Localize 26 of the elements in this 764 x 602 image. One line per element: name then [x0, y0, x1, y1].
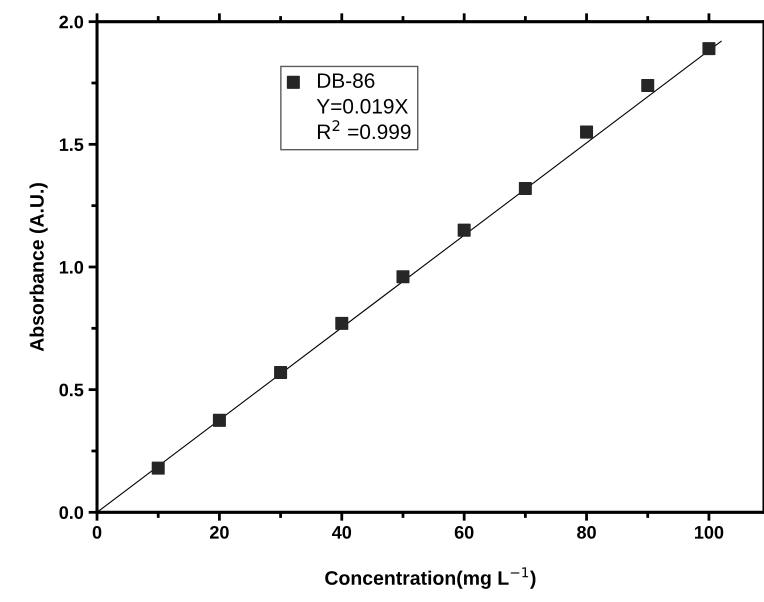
point	[396, 270, 410, 284]
x-tick-label: 0	[92, 526, 102, 539]
legend-label: DB-86	[318, 73, 374, 88]
point	[458, 224, 471, 237]
x-tick-label: 20	[210, 526, 229, 539]
x-axis-title: Concentration(mg L$^{−1}$)	[325, 567, 536, 589]
point	[152, 462, 165, 475]
y-tick-label: 1.0	[60, 260, 84, 274]
x-tick-label: 100	[695, 526, 724, 539]
point	[641, 78, 654, 92]
point	[702, 42, 716, 56]
x-tick-label: 40	[332, 526, 352, 539]
point	[335, 316, 348, 330]
point	[274, 366, 288, 379]
x-tick-label: 80	[577, 526, 596, 539]
y-tick-label: 2.0	[59, 16, 84, 28]
annotation: Y=0.019X	[316, 98, 408, 114]
x-tick-label: 60	[454, 526, 474, 539]
point	[518, 182, 532, 195]
point	[580, 126, 594, 139]
y-axis-title: Absorbance (A.U.)	[30, 183, 48, 352]
annotation: R$^{2}$ =0.999	[318, 120, 410, 140]
y-tick-label: 0.0	[59, 506, 84, 520]
point	[212, 414, 226, 427]
y-tick-label: 1.5	[60, 138, 84, 152]
y-tick-label: 0.5	[59, 384, 84, 396]
